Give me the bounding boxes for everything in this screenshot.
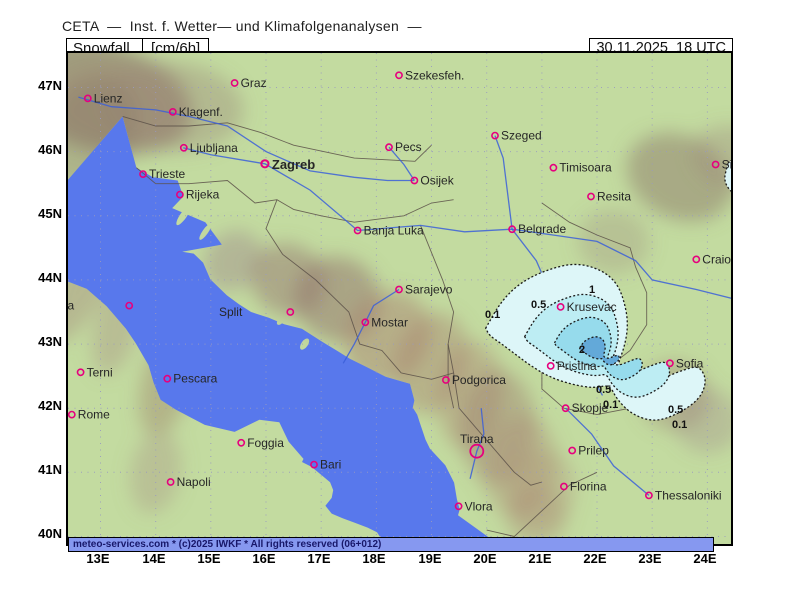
svg-text:Rijeka: Rijeka [186, 188, 220, 202]
svg-text:Podgorica: Podgorica [452, 373, 506, 387]
svg-text:Resita: Resita [597, 190, 631, 204]
svg-text:Pristina: Pristina [557, 359, 597, 373]
svg-text:Zagreb: Zagreb [272, 157, 315, 172]
svg-text:Sibiu: Sibiu [722, 158, 733, 172]
svg-text:Florina: Florina [570, 480, 607, 494]
svg-text:Pescara: Pescara [173, 372, 217, 386]
svg-text:Lienz: Lienz [94, 91, 123, 105]
svg-text:Szeged: Szeged [501, 129, 542, 143]
svg-text:1: 1 [589, 284, 595, 296]
svg-text:Bari: Bari [320, 458, 341, 472]
svg-text:Ancona: Ancona [68, 299, 75, 313]
svg-text:Graz: Graz [241, 76, 267, 90]
svg-text:Banja Luka: Banja Luka [364, 224, 424, 238]
svg-text:Mostar: Mostar [371, 315, 408, 329]
svg-text:0.5: 0.5 [668, 404, 683, 416]
svg-text:Klagenf.: Klagenf. [179, 105, 223, 119]
svg-text:Timisoara: Timisoara [559, 161, 612, 175]
svg-text:Vlora: Vlora [465, 499, 493, 513]
svg-text:0.1: 0.1 [485, 309, 500, 321]
svg-text:Terni: Terni [87, 365, 113, 379]
svg-text:0.5: 0.5 [531, 299, 546, 311]
svg-text:0.1: 0.1 [672, 419, 687, 431]
svg-text:Pecs: Pecs [395, 140, 422, 154]
svg-text:Thessaloniki: Thessaloniki [655, 488, 722, 502]
svg-text:Osijek: Osijek [420, 174, 454, 188]
svg-text:0.1: 0.1 [603, 399, 618, 411]
svg-text:Belgrade: Belgrade [518, 222, 566, 236]
svg-text:Rome: Rome [78, 408, 110, 422]
svg-text:Szekesfeh.: Szekesfeh. [405, 68, 464, 82]
svg-text:Foggia: Foggia [247, 436, 284, 450]
svg-text:Prilep: Prilep [578, 444, 609, 458]
svg-text:Krusevac: Krusevac [567, 300, 617, 314]
svg-text:Tirana: Tirana [460, 432, 494, 446]
svg-text:Ljubljana: Ljubljana [190, 141, 238, 155]
svg-text:Sofia: Sofia [676, 356, 704, 370]
svg-text:Split: Split [219, 305, 243, 319]
svg-text:0.5: 0.5 [596, 384, 611, 396]
svg-text:Sarajevo: Sarajevo [405, 283, 453, 297]
svg-text:2: 2 [579, 344, 585, 356]
svg-text:0.1: 0.1 [731, 165, 733, 176]
svg-text:Napoli: Napoli [177, 475, 211, 489]
svg-text:Trieste: Trieste [149, 167, 186, 181]
svg-text:Craiova: Craiova [702, 252, 733, 266]
